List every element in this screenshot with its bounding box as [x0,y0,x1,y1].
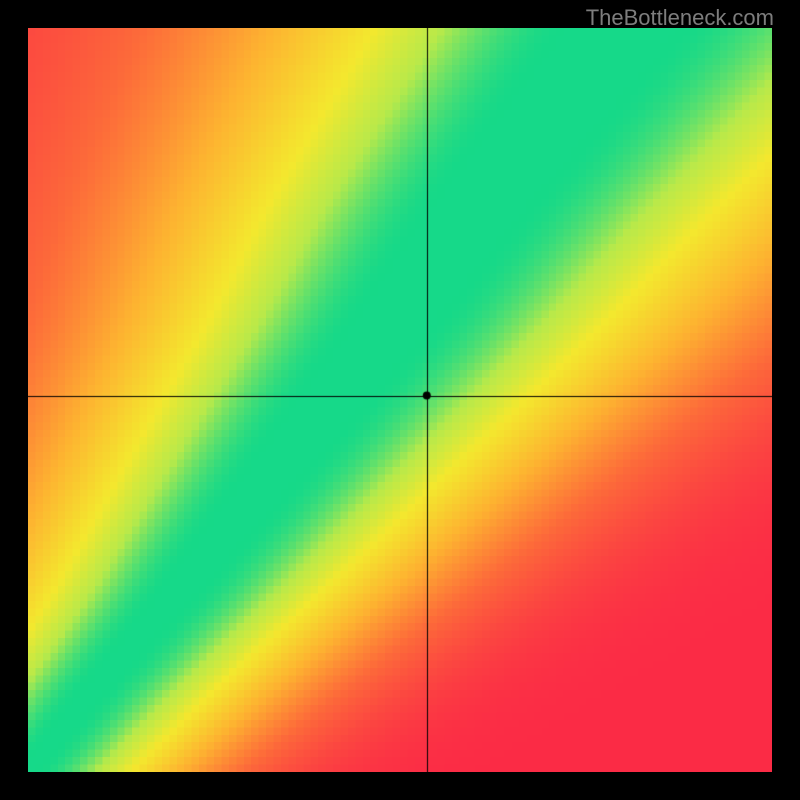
bottleneck-heatmap [28,28,772,772]
watermark-text: TheBottleneck.com [586,5,774,31]
chart-container: TheBottleneck.com [0,0,800,800]
